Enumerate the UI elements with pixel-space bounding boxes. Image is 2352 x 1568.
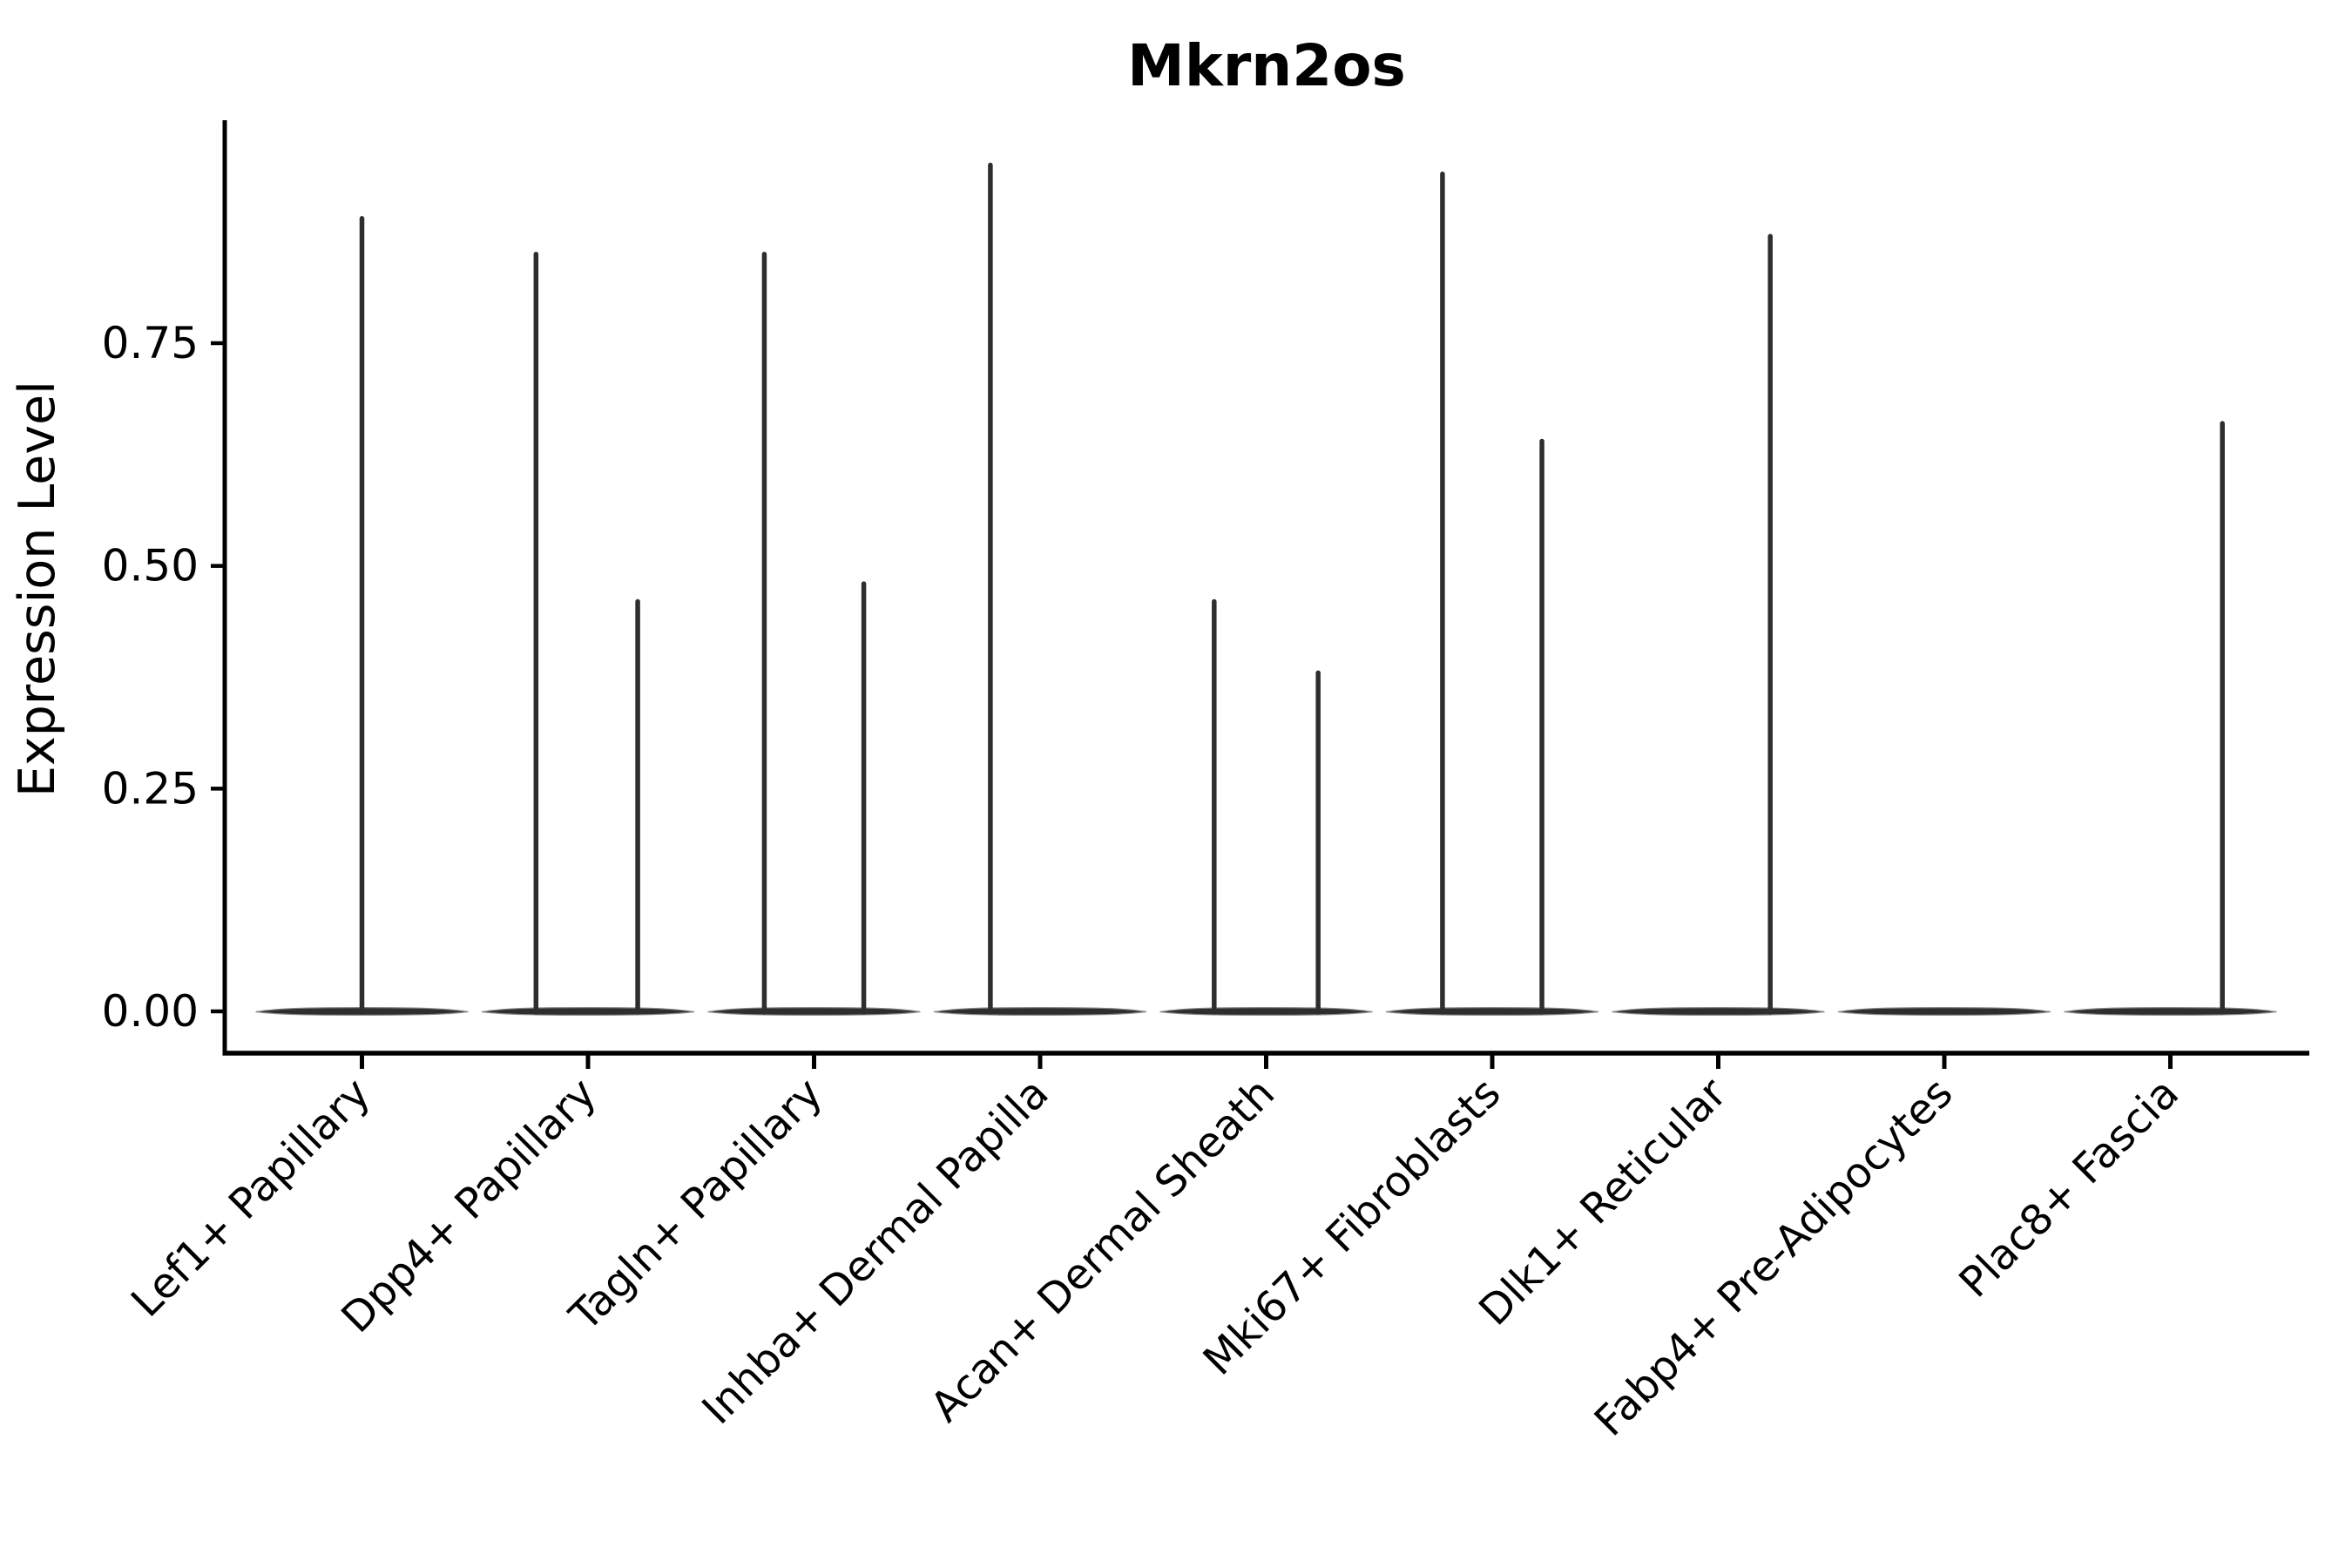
violin-base — [933, 1006, 1147, 1017]
chart-title: Mkrn2os — [1127, 32, 1406, 99]
violin-base — [1837, 1006, 2051, 1017]
y-tick-label: 0.75 — [102, 318, 199, 368]
violin-base — [1612, 1006, 1825, 1017]
y-axis-label: Expression Level — [9, 381, 66, 797]
y-tick-label: 0.50 — [102, 541, 199, 591]
violin-base — [707, 1006, 921, 1017]
y-tick-label: 0.25 — [102, 763, 199, 814]
x-tick-label: Lef1+ Papillary — [122, 1069, 380, 1327]
y-tick-label: 0.00 — [102, 986, 199, 1037]
violin-base — [481, 1006, 695, 1017]
violin-base — [2064, 1006, 2277, 1017]
x-tick-label: Plac8+ Fascia — [1950, 1069, 2188, 1308]
violin-base — [1159, 1006, 1373, 1017]
x-tick-label: Dlk1+ Reticular — [1470, 1069, 1736, 1335]
violin-base — [1385, 1006, 1599, 1017]
x-tick-label: Fabp4+ Pre-Adipocytes — [1585, 1069, 1963, 1446]
